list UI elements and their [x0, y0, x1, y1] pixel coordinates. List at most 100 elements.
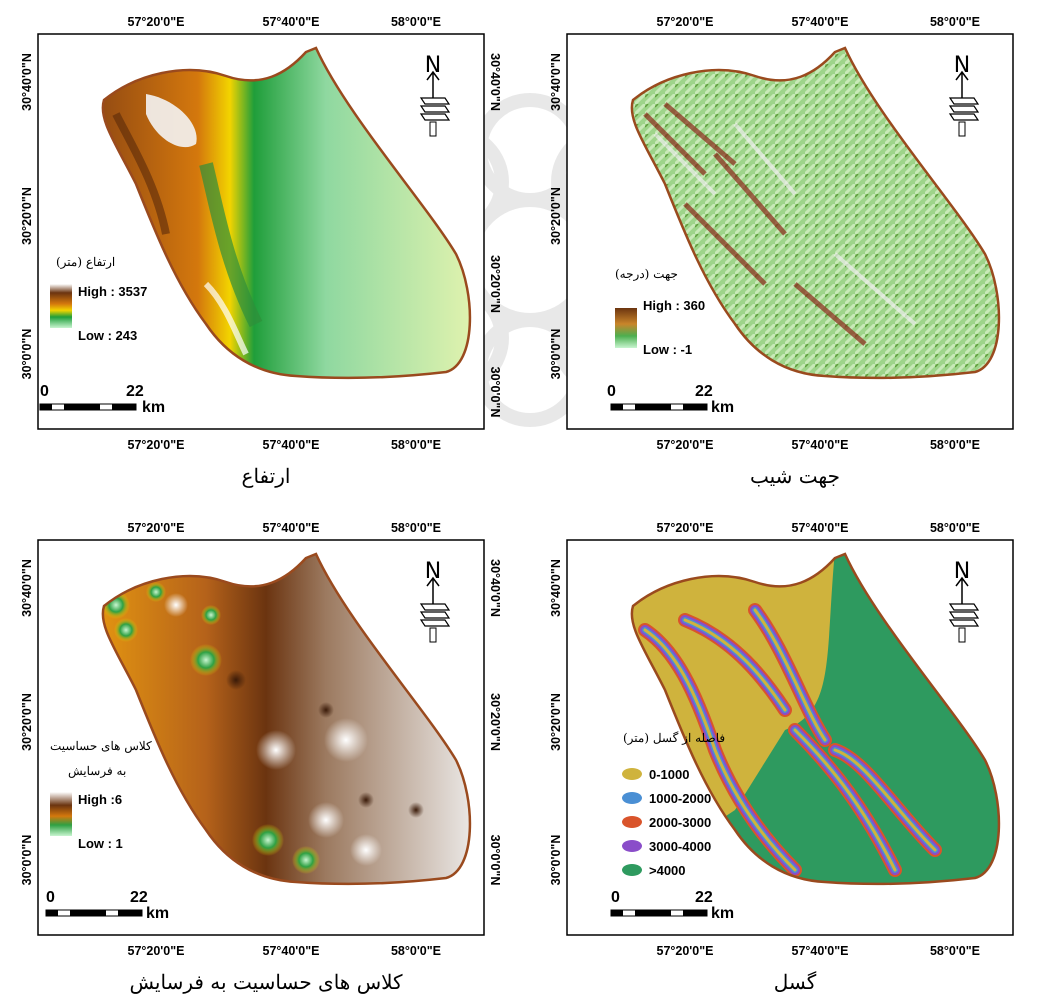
lon-label-top-1: 57°20'0"E [128, 15, 185, 29]
lon-label-bottom-3: 58°0'0"E [930, 944, 980, 958]
legend-title: جهت (درجه) [615, 267, 678, 281]
lat-label-left-1: 30°40'0"N [549, 559, 563, 617]
panel-aspect: 57°20'0"E 57°40'0"E 58°0'0"E 57°20'0"E 5… [535, 4, 1053, 491]
map-caption: کلاس های حساسیت به فرسایش [129, 970, 403, 994]
panel-sensitivity: 57°20'0"E 57°40'0"E 58°0'0"E 57°20'0"E 5… [6, 510, 526, 997]
scale-bar: 0 22 km [607, 383, 734, 416]
lat-label-left-3: 30°0'0"N [20, 835, 34, 886]
lon-label-top-1: 57°20'0"E [657, 521, 714, 535]
map-caption: گسل [773, 970, 817, 994]
map-frame: 57°20'0"E 57°40'0"E 58°0'0"E 57°20'0"E 5… [6, 4, 526, 459]
legend-ramp [615, 308, 637, 348]
lon-label-bottom-2: 57°40'0"E [263, 438, 320, 452]
legend-swatch [622, 768, 642, 780]
svg-text:N: N [954, 53, 970, 78]
legend-title: ارتفاع (متر) [56, 255, 115, 269]
study-area-boundary [630, 46, 1001, 380]
lat-label-left-2: 30°20'0"N [20, 187, 34, 245]
lat-label-right-1: 30°40'0"N [488, 53, 502, 111]
svg-text:km: km [142, 399, 165, 416]
lon-label-bottom-1: 57°20'0"E [657, 944, 714, 958]
svg-text:22: 22 [126, 383, 144, 400]
svg-text:3000-4000: 3000-4000 [649, 839, 711, 854]
legend-title-line-1: کلاس های حساسیت [50, 739, 152, 753]
lat-label-left-3: 30°0'0"N [549, 835, 563, 886]
map-caption: ارتفاع [241, 464, 291, 488]
scale-bar: 0 22 km [39, 383, 165, 416]
study-area-boundary [630, 552, 1001, 886]
svg-text:22: 22 [695, 383, 713, 400]
north-arrow-icon: N [948, 559, 980, 643]
lon-label-top-3: 58°0'0"E [391, 521, 441, 535]
lat-label-left-1: 30°40'0"N [20, 559, 34, 617]
legend-ramp [50, 792, 72, 836]
legend-swatch [622, 792, 642, 804]
lat-label-left-1: 30°40'0"N [549, 53, 563, 111]
lon-label-top-1: 57°20'0"E [657, 15, 714, 29]
legend-high: High : 360 [643, 298, 705, 313]
svg-text:0: 0 [607, 383, 616, 400]
legend-high: High :6 [78, 792, 122, 807]
lon-label-bottom-2: 57°40'0"E [792, 438, 849, 452]
lat-label-left-2: 30°20'0"N [20, 693, 34, 751]
lon-label-top-1: 57°20'0"E [128, 521, 185, 535]
svg-text:km: km [711, 399, 734, 416]
lon-label-bottom-3: 58°0'0"E [391, 944, 441, 958]
svg-text:1000-2000: 1000-2000 [649, 791, 711, 806]
scale-bar: 0 22 km [45, 889, 169, 922]
lat-label-right-2: 30°20'0"N [488, 693, 502, 751]
legend-low: Low : -1 [643, 342, 692, 357]
scale-bar: 0 22 km [610, 889, 734, 922]
svg-text:0: 0 [46, 889, 55, 906]
lon-label-top-3: 58°0'0"E [391, 15, 441, 29]
legend-swatch [622, 816, 642, 828]
lon-label-top-2: 57°40'0"E [792, 15, 849, 29]
svg-text:N: N [954, 559, 970, 584]
lon-label-top-3: 58°0'0"E [930, 15, 980, 29]
svg-text:>4000: >4000 [649, 863, 686, 878]
panel-fault: 57°20'0"E 57°40'0"E 58°0'0"E 57°20'0"E 5… [535, 510, 1053, 997]
legend-item: >4000 [622, 863, 686, 878]
lat-label-right-1: 30°40'0"N [488, 559, 502, 617]
lon-label-top-3: 58°0'0"E [930, 521, 980, 535]
map-frame: 57°20'0"E 57°40'0"E 58°0'0"E 57°20'0"E 5… [535, 4, 1053, 459]
legend-title-line-2: به فرسایش [68, 764, 126, 778]
lon-label-bottom-2: 57°40'0"E [263, 944, 320, 958]
legend-item: 0-1000 [622, 767, 689, 782]
map-frame: 57°20'0"E 57°40'0"E 58°0'0"E 57°20'0"E 5… [6, 510, 526, 965]
lon-label-top-2: 57°40'0"E [792, 521, 849, 535]
lat-label-right-3: 30°0'0"N [488, 367, 502, 418]
lat-label-left-3: 30°0'0"N [20, 329, 34, 380]
lon-label-bottom-3: 58°0'0"E [930, 438, 980, 452]
north-arrow-icon: N [948, 53, 980, 137]
svg-text:N: N [425, 53, 441, 78]
study-area-boundary [101, 46, 472, 380]
lon-label-bottom-1: 57°20'0"E [128, 438, 185, 452]
legend-ramp [50, 284, 72, 328]
legend-swatch [622, 864, 642, 876]
lat-label-right-3: 30°0'0"N [488, 835, 502, 886]
svg-text:km: km [711, 905, 734, 922]
svg-text:0: 0 [40, 383, 49, 400]
lat-label-left-2: 30°20'0"N [549, 187, 563, 245]
svg-text:2000-3000: 2000-3000 [649, 815, 711, 830]
lat-label-left-3: 30°0'0"N [549, 329, 563, 380]
map-frame: 57°20'0"E 57°40'0"E 58°0'0"E 57°20'0"E 5… [535, 510, 1053, 965]
lon-label-bottom-2: 57°40'0"E [792, 944, 849, 958]
svg-text:0-1000: 0-1000 [649, 767, 689, 782]
elevation-raster [102, 48, 470, 378]
lon-label-top-2: 57°40'0"E [263, 521, 320, 535]
legend-low: Low : 1 [78, 836, 123, 851]
legend-title: فاصله از گسل (متر) [623, 731, 725, 745]
lon-label-bottom-3: 58°0'0"E [391, 438, 441, 452]
panel-elevation: 57°20'0"E 57°40'0"E 58°0'0"E 57°20'0"E 5… [6, 4, 526, 491]
legend-item: 1000-2000 [622, 791, 711, 806]
svg-text:0: 0 [611, 889, 620, 906]
north-arrow-icon: N [419, 53, 451, 137]
study-area-boundary [101, 552, 472, 886]
svg-text:22: 22 [130, 889, 148, 906]
legend-item: 2000-3000 [622, 815, 711, 830]
map-caption: جهت شیب [749, 464, 840, 488]
north-arrow-icon: N [419, 559, 451, 643]
lon-label-bottom-1: 57°20'0"E [657, 438, 714, 452]
